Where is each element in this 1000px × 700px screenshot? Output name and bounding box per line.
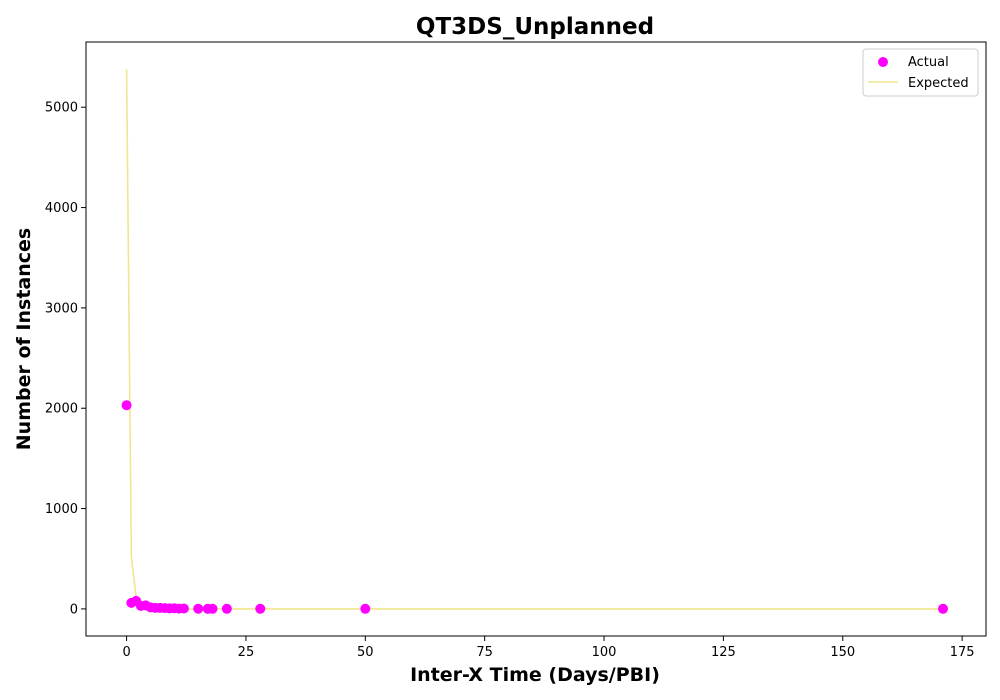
actual-point <box>178 603 189 614</box>
legend: Actual Expected <box>862 48 979 97</box>
x-tick-label: 150 <box>830 645 855 660</box>
x-tick-label: 125 <box>711 645 736 660</box>
legend-label-expected: Expected <box>908 76 969 91</box>
plot-background <box>86 42 986 636</box>
actual-point <box>221 603 232 614</box>
y-ticks: 0 1000 2000 3000 4000 5000 <box>45 101 86 617</box>
x-tick-label: 100 <box>592 645 617 660</box>
legend-label-actual: Actual <box>908 55 949 70</box>
y-tick-label: 3000 <box>45 301 78 316</box>
y-axis-title: Number of Instances <box>13 228 35 450</box>
legend-box <box>862 48 979 97</box>
legend-marker-actual <box>878 57 888 67</box>
chart-title: QT3DS_Unplanned <box>416 14 654 40</box>
y-tick-label: 5000 <box>45 101 78 116</box>
x-tick-label: 75 <box>476 645 493 660</box>
actual-point <box>938 603 949 614</box>
actual-point <box>193 603 204 614</box>
x-tick-label: 25 <box>238 645 255 660</box>
points-layer <box>121 400 949 614</box>
x-tick-label: 175 <box>950 645 975 660</box>
y-tick-label: 2000 <box>45 402 78 417</box>
x-tick-label: 50 <box>357 645 374 660</box>
y-tick-label: 0 <box>70 602 78 617</box>
plot-frame <box>85 41 987 637</box>
actual-point <box>255 603 266 614</box>
x-ticks: 0 25 50 75 100 125 150 175 <box>122 636 975 660</box>
actual-point <box>207 603 218 614</box>
y-tick-label: 1000 <box>45 502 78 517</box>
actual-point <box>360 603 371 614</box>
y-tick-label: 4000 <box>45 201 78 216</box>
actual-point <box>121 400 132 411</box>
x-tick-label: 0 <box>122 645 130 660</box>
x-axis-title: Inter-X Time (Days/PBI) <box>410 664 660 686</box>
